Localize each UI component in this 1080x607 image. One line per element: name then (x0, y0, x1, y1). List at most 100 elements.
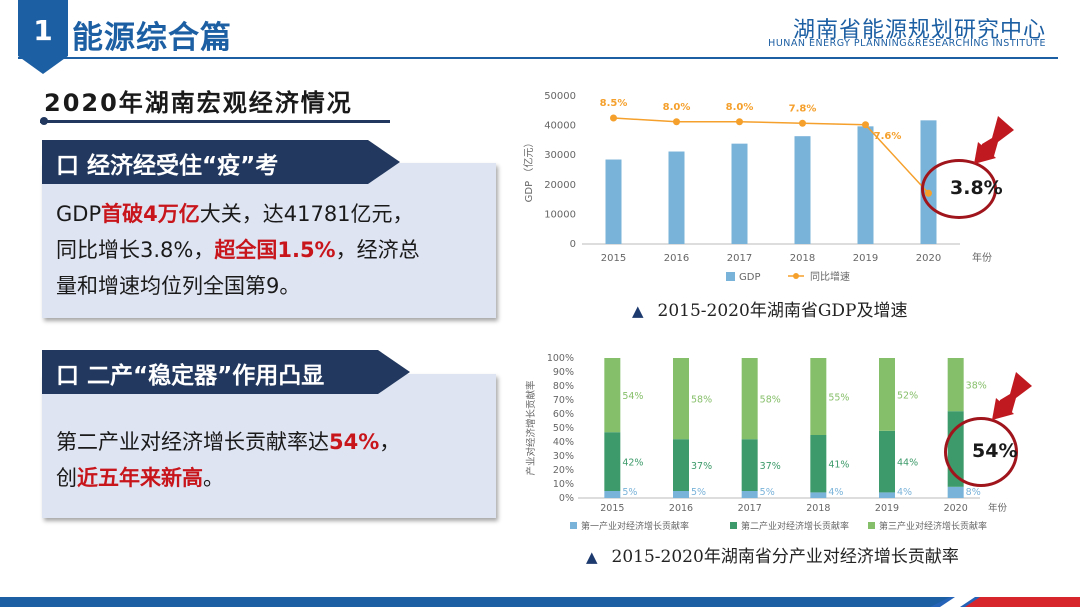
legend-label: 第二产业对经济增长贡献率 (741, 520, 849, 532)
gdp-bar (731, 143, 748, 244)
gdp-bar (605, 159, 622, 244)
growth-line (613, 117, 930, 194)
industry-highlight-54: 54% (329, 430, 380, 454)
caption-triangle-icon: ▲ (586, 548, 598, 566)
economy-highlight-national: 超全国1.5% (214, 238, 336, 262)
economy-text-growth: 同比增长3.8%， (56, 238, 215, 262)
y-tick-label: 20000 (544, 180, 576, 191)
gdp-chart-caption: ▲ 2015-2020年湖南省GDP及增速 (632, 296, 907, 321)
y-tick-label: 30000 (544, 150, 576, 161)
contribution-label: 54% (622, 391, 643, 402)
legend-label-gdp: GDP (739, 272, 760, 283)
y-tick-label: 80% (553, 381, 574, 392)
contribution-segment (810, 492, 827, 498)
y-tick-label: 60% (553, 409, 574, 420)
contribution-label: 5% (691, 487, 706, 498)
contribution-segment (741, 491, 758, 498)
section-number: 1 (33, 14, 53, 47)
contribution-segment (810, 358, 827, 435)
growth-point (673, 118, 680, 126)
growth-label: 8.0% (726, 102, 754, 113)
page-title: 能源综合篇 (72, 20, 232, 56)
contribution-label: 4% (828, 487, 843, 498)
y-axis-label: 产业对经济增长贡献率 (525, 380, 537, 476)
legend-swatch (868, 522, 875, 529)
caption-triangle-icon: ▲ (632, 302, 644, 320)
growth-label: 8.5% (600, 98, 628, 109)
x-tick-label: 2019 (853, 253, 878, 264)
economy-text-rank: 量和增速均位列全国第9。 (56, 274, 301, 298)
y-tick-label: 70% (553, 395, 574, 406)
industry-card (42, 374, 496, 518)
legend-swatch (730, 522, 737, 529)
economy-text-gdp: GDP (56, 202, 102, 226)
callout-arrow-icon (990, 372, 1034, 420)
contribution-label: 58% (760, 395, 781, 406)
contribution-label: 38% (966, 381, 987, 392)
footer-bar (0, 593, 1080, 607)
contribution-label: 37% (691, 461, 712, 472)
gdp-bar (668, 151, 685, 244)
economy-card (42, 163, 496, 318)
section-title-underline (40, 120, 390, 123)
contribution-segment (604, 432, 621, 491)
x-tick-label: 2018 (790, 253, 815, 264)
x-tick-label: 2016 (664, 253, 689, 264)
growth-point (610, 114, 617, 122)
y-tick-label: 50000 (544, 91, 576, 102)
industry-callout-value: 54% (972, 440, 1018, 462)
contribution-segment (673, 439, 689, 491)
y-tick-label: 0 (570, 239, 576, 250)
gdp-chart-title: 2015-2020年湖南省GDP及增速 (657, 301, 908, 321)
header-divider (18, 57, 1058, 59)
industry-banner: 口 二产“稳定器”作用凸显 (42, 350, 410, 394)
industry-callout-circle (944, 417, 1018, 487)
growth-callout-value: 3.8% (950, 177, 1003, 199)
economy-banner: 口 经济经受住“疫”考 (42, 140, 400, 184)
growth-point (862, 121, 869, 129)
contribution-label: 41% (828, 460, 849, 471)
legend-marker-growth (793, 273, 799, 279)
contribution-chart-caption: ▲ 2015-2020年湖南省分产业对经济增长贡献率 (586, 542, 959, 567)
contribution-label: 4% (897, 487, 912, 498)
industry-banner-text: 口 二产“稳定器”作用凸显 (56, 363, 325, 389)
legend-label: 第一产业对经济增长贡献率 (581, 520, 689, 532)
callout-arrow-icon (972, 116, 1016, 164)
industry-text-lead: 第二产业对经济增长贡献率达 (56, 430, 329, 454)
legend-label: 第三产业对经济增长贡献率 (879, 520, 987, 532)
contribution-segment (741, 358, 758, 440)
contribution-label: 8% (966, 487, 981, 498)
contribution-segment (673, 491, 689, 498)
x-tick-label: 2017 (727, 253, 752, 264)
x-tick-label: 2016 (669, 503, 693, 514)
growth-callout-circle (921, 159, 997, 219)
industry-text-comma: ， (379, 430, 401, 454)
org-name-en: HUNAN ENERGY PLANNING&RESEARCHING INSTIT… (768, 38, 1046, 49)
industry-text: 第二产业对经济增长贡献率达54%， 创近五年来新高。 (56, 424, 486, 496)
contribution-segment (879, 358, 895, 431)
y-tick-label: 30% (553, 451, 574, 462)
growth-label: 7.8% (789, 103, 817, 114)
growth-label: 7.6% (874, 131, 902, 142)
y-tick-label: 20% (553, 465, 574, 476)
industry-text-end: 。 (203, 466, 224, 490)
org-name-cn: 湖南省能源规划研究中心 (792, 18, 1046, 43)
legend-label-growth: 同比增速 (810, 270, 850, 283)
x-axis-label: 年份 (972, 251, 992, 264)
y-tick-label: 40% (553, 437, 574, 448)
section-title-dot (40, 117, 48, 125)
contribution-label: 37% (760, 461, 781, 472)
y-axis-label: GDP （亿元） (522, 138, 535, 203)
y-tick-label: 40000 (544, 121, 576, 132)
contribution-segment (741, 439, 758, 491)
legend-swatch-gdp (726, 272, 735, 281)
gdp-bar (794, 136, 811, 244)
legend-swatch (570, 522, 577, 529)
industry-text-create: 创 (56, 466, 77, 490)
contribution-label: 5% (760, 487, 775, 498)
x-tick-label: 2019 (875, 503, 899, 514)
contribution-label: 55% (828, 393, 849, 404)
contribution-label: 42% (622, 458, 643, 469)
contribution-segment (810, 435, 827, 493)
contribution-segment (879, 492, 895, 498)
